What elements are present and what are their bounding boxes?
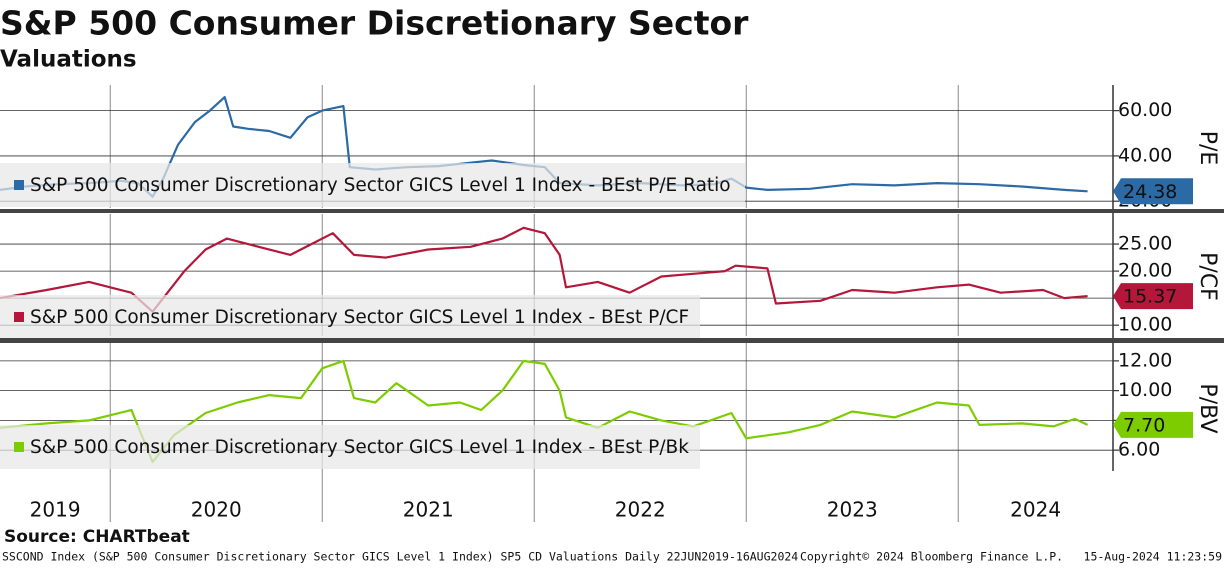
last-value-tag [1113, 178, 1193, 205]
y-axis-label: P/CF [1195, 252, 1220, 301]
y-tick-label: 10.00 [1118, 314, 1172, 336]
legend-label: S&P 500 Consumer Discretionary Sector GI… [30, 175, 731, 196]
legend-swatch [14, 180, 24, 190]
last-value-label: 7.70 [1123, 414, 1165, 436]
footer-left: SSCOND Index (S&P 500 Consumer Discretio… [2, 550, 798, 564]
x-tick-label: 2020 [191, 498, 242, 522]
y-tick-label: 20.00 [1118, 260, 1172, 282]
y-tick-label: 6.00 [1118, 439, 1160, 461]
last-value-tag [1113, 411, 1193, 438]
legend-box [0, 425, 700, 469]
footer-right: 15-Aug-2024 11:23:59 [1084, 550, 1223, 564]
last-value-tag [1113, 283, 1193, 310]
y-tick-label: 60.00 [1118, 99, 1172, 121]
series-line [0, 359, 1089, 464]
chart-subtitle: Valuations [0, 47, 137, 73]
y-tick-label: 40.00 [1118, 144, 1172, 166]
footer-mid: Copyright© 2024 Bloomberg Finance L.P. [800, 550, 1063, 564]
legend-label: S&P 500 Consumer Discretionary Sector GI… [30, 437, 689, 458]
y-axis-label: P/E [1195, 131, 1220, 166]
panel-separator [0, 209, 1224, 213]
series-line [0, 226, 1088, 313]
y-axis-label: P/BV [1195, 383, 1220, 433]
source: Source: CHARTbeat [4, 527, 190, 547]
legend-swatch [14, 312, 24, 322]
last-value-label: 15.37 [1123, 286, 1177, 308]
x-tick-label: 2023 [827, 498, 878, 522]
x-tick-label: 2022 [615, 498, 666, 522]
y-tick-label: 12.00 [1118, 349, 1172, 371]
chart-title: S&P 500 Consumer Discretionary Sector [0, 4, 749, 43]
x-tick-label: 2024 [1010, 498, 1061, 522]
panel-separator [0, 338, 1224, 343]
x-tick-label: 2021 [403, 498, 454, 522]
last-value-label: 24.38 [1123, 181, 1177, 203]
legend-label: S&P 500 Consumer Discretionary Sector GI… [30, 307, 689, 328]
legend-box [0, 295, 700, 339]
legend-swatch [14, 442, 24, 452]
y-tick-label: 10.00 [1118, 379, 1172, 401]
legend-box [0, 163, 745, 207]
y-tick-label: 25.00 [1118, 233, 1172, 255]
x-tick-label: 2019 [30, 498, 81, 522]
